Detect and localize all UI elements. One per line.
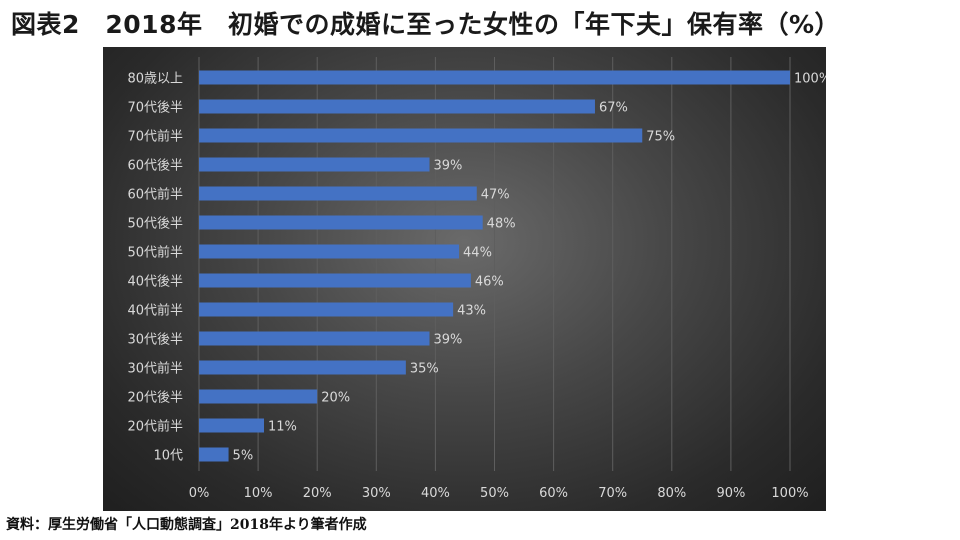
category-label-2: 70代前半 <box>127 129 183 145</box>
category-label-4: 60代前半 <box>127 187 183 203</box>
category-label-13: 10代 <box>153 449 183 464</box>
value-label-1: 67% <box>599 101 628 116</box>
x-tick-label-9: 90% <box>716 486 745 501</box>
chart-title: 図表2 2018年 初婚での成婚に至った女性の「年下夫」保有率（%） <box>11 10 841 39</box>
value-label-7: 46% <box>475 275 504 290</box>
bar-chart: 80歳以上 100% 70代後半 67% 70代前半 75% 60代後半 39% 60代前半 47… <box>127 57 826 501</box>
bar-2 <box>199 128 643 143</box>
x-tick-label-10: 100% <box>771 486 808 501</box>
bar-4 <box>199 186 477 201</box>
bar-1 <box>199 99 595 114</box>
bar-3 <box>199 157 430 172</box>
x-tick-label-0: 0% <box>189 486 210 501</box>
category-label-12: 20代前半 <box>127 419 183 435</box>
value-label-4: 47% <box>481 188 510 203</box>
category-label-9: 30代後半 <box>127 333 183 348</box>
value-label-9: 39% <box>433 333 462 348</box>
category-label-3: 60代後半 <box>127 159 183 174</box>
bar-7 <box>199 273 471 288</box>
value-label-10: 35% <box>410 362 439 377</box>
x-tick-label-3: 30% <box>362 486 391 501</box>
category-label-0: 80歳以上 <box>127 72 183 87</box>
chart-panel: 80歳以上 100% 70代後半 67% 70代前半 75% 60代後半 39% 60代前半 47… <box>103 47 826 511</box>
value-label-13: 5% <box>233 449 254 464</box>
value-label-5: 48% <box>487 217 516 232</box>
category-label-7: 40代後半 <box>127 275 183 290</box>
value-label-3: 39% <box>433 159 462 174</box>
value-label-0: 100% <box>794 72 826 87</box>
bar-10 <box>199 360 406 375</box>
value-label-12: 11% <box>268 420 297 435</box>
bar-8 <box>199 302 454 317</box>
category-label-1: 70代後半 <box>127 101 183 116</box>
category-label-5: 50代後半 <box>127 217 183 232</box>
x-tick-label-1: 10% <box>244 486 273 501</box>
bar-0 <box>199 70 790 85</box>
bar-12 <box>199 418 265 433</box>
x-tick-label-2: 20% <box>303 486 332 501</box>
category-label-11: 20代後半 <box>127 391 183 406</box>
x-tick-label-6: 60% <box>539 486 568 501</box>
x-tick-label-8: 80% <box>657 486 686 501</box>
value-label-6: 44% <box>463 246 492 261</box>
bar-5 <box>199 215 483 230</box>
category-label-6: 50代前半 <box>127 245 183 261</box>
value-label-11: 20% <box>321 391 350 406</box>
source-note: 資料：厚生労働省「人口動態調査」2018年より筆者作成 <box>6 517 367 533</box>
x-tick-label-4: 40% <box>421 486 450 501</box>
value-label-8: 43% <box>457 304 486 319</box>
category-label-10: 30代前半 <box>127 361 183 377</box>
bar-6 <box>199 244 460 259</box>
category-label-8: 40代前半 <box>127 303 183 319</box>
value-label-2: 75% <box>646 130 675 145</box>
x-tick-label-5: 50% <box>480 486 509 501</box>
bar-11 <box>199 389 318 404</box>
x-tick-label-7: 70% <box>598 486 627 501</box>
bar-9 <box>199 331 430 346</box>
bar-13 <box>199 447 229 462</box>
